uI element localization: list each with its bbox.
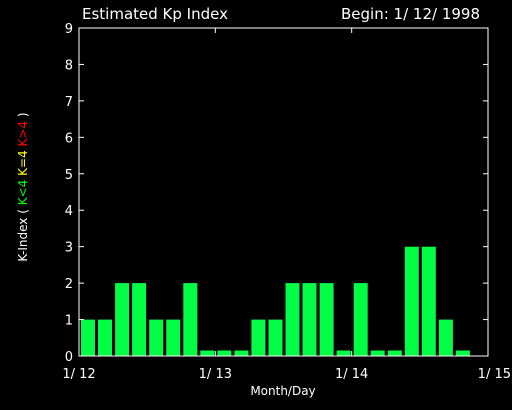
kp-bar xyxy=(455,350,470,356)
y-tick-label: 1 xyxy=(65,314,73,329)
y-axis-label-part: K-Index ( xyxy=(16,205,30,261)
y-tick-label: 0 xyxy=(65,350,73,365)
kp-bar xyxy=(404,246,419,356)
kp-bar xyxy=(217,350,232,356)
kp-bar xyxy=(132,283,147,356)
x-tick-label: 1/ 12 xyxy=(62,367,95,382)
kp-bar xyxy=(438,319,453,356)
y-tick-label: 8 xyxy=(65,58,73,73)
kp-bar xyxy=(387,350,402,356)
kp-bar xyxy=(166,319,181,356)
y-axis-label-part: K<4 xyxy=(16,180,30,206)
kp-bar xyxy=(81,319,95,356)
x-tick-label: 1/ 13 xyxy=(199,367,232,382)
y-tick-label: 2 xyxy=(65,277,73,292)
kp-bar xyxy=(98,319,112,356)
x-axis-label: Month/Day xyxy=(250,384,315,398)
x-ticks: 1/ 12 1/ 13 1/ 14 1/ 15 xyxy=(62,28,511,382)
kp-bar xyxy=(268,319,283,356)
kp-bar xyxy=(370,350,385,356)
x-tick-label: 1/ 15 xyxy=(478,367,511,382)
y-tick-label: 4 xyxy=(65,204,73,219)
chart-title: Estimated Kp Index xyxy=(82,5,228,23)
y-tick-label: 9 xyxy=(65,22,73,37)
kp-bar xyxy=(421,246,436,356)
kp-bar xyxy=(302,283,317,356)
y-tick-label: 5 xyxy=(65,168,73,183)
y-axis-label-part: K>4 xyxy=(16,121,30,147)
begin-date-label: Begin: 1/ 12/ 1998 xyxy=(341,5,480,23)
kp-bar xyxy=(285,283,300,356)
kp-bar xyxy=(251,319,266,356)
y-axis-label-part: ) xyxy=(16,112,30,121)
y-tick-label: 6 xyxy=(65,131,73,146)
y-tick-label: 7 xyxy=(65,95,73,110)
y-axis-label-part: K=4 xyxy=(16,150,30,176)
kp-bar xyxy=(353,283,368,356)
plot-frame xyxy=(78,27,489,357)
kp-bar xyxy=(115,283,130,356)
y-axis-label: K-Index ( K<4 K=4 K>4 ) xyxy=(16,112,30,261)
kp-bar xyxy=(149,319,164,356)
kp-bar xyxy=(336,350,351,356)
bar-series xyxy=(81,246,470,356)
y-ticks: 0 1 2 3 4 5 6 7 8 9 xyxy=(65,22,488,365)
kp-bar xyxy=(234,350,249,356)
x-tick-label: 1/ 14 xyxy=(335,367,368,382)
kp-bar xyxy=(200,350,215,356)
kp-bar xyxy=(319,283,334,356)
y-tick-label: 3 xyxy=(65,241,73,256)
kp-bar xyxy=(183,283,198,356)
